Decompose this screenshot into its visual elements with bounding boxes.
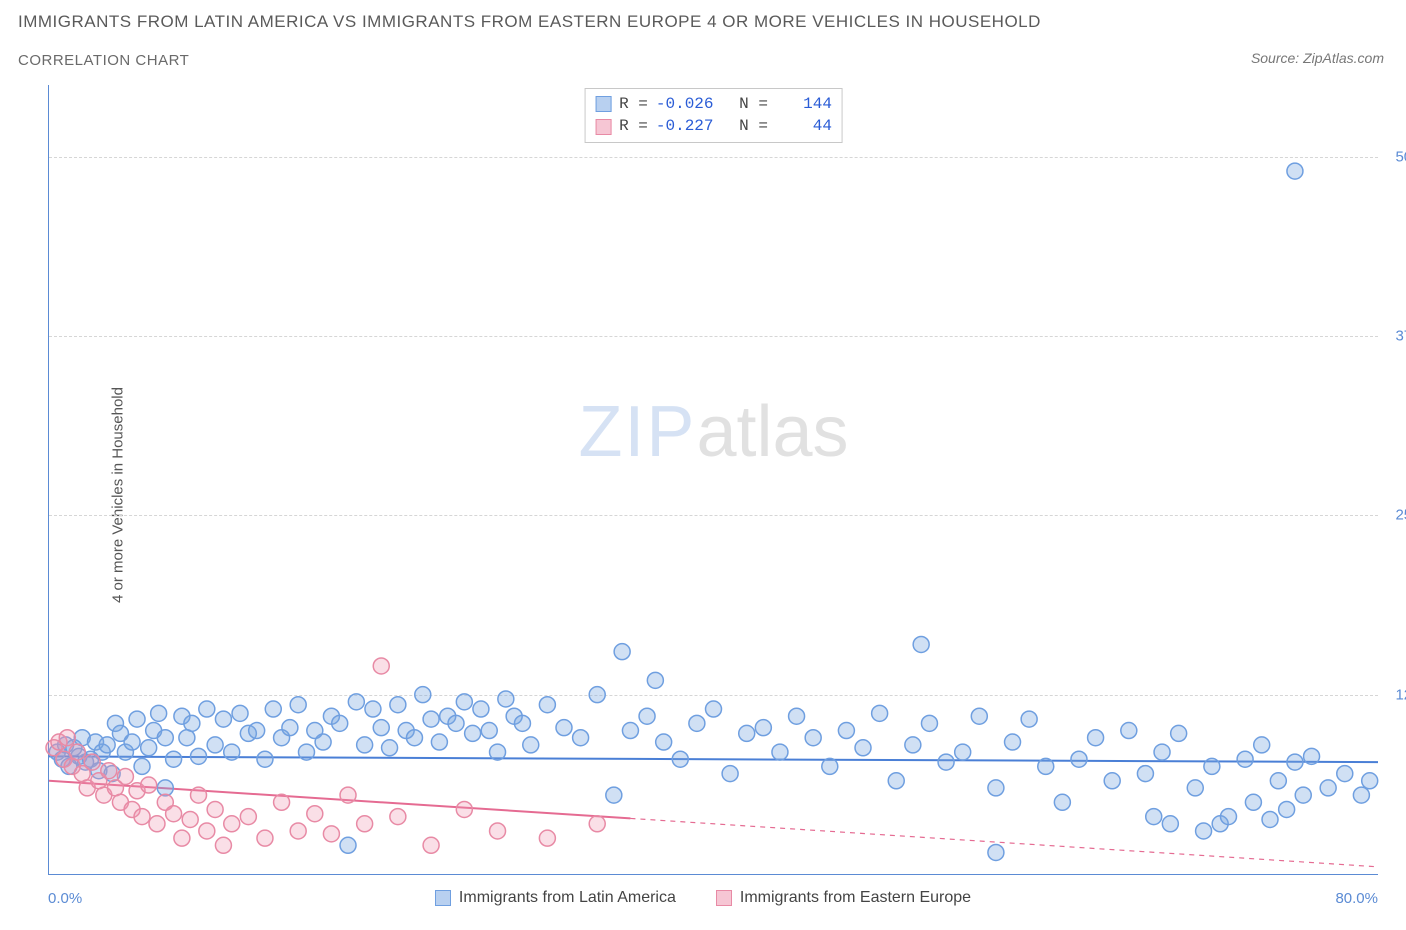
plot-svg bbox=[49, 85, 1378, 874]
legend-bottom: Immigrants from Latin America Immigrants… bbox=[0, 889, 1406, 907]
legend-item-series2: Immigrants from Eastern Europe bbox=[716, 889, 971, 907]
chart-container: 4 or more Vehicles in Household ZIPatlas… bbox=[0, 85, 1406, 905]
page-title: IMMIGRANTS FROM LATIN AMERICA VS IMMIGRA… bbox=[18, 12, 1041, 32]
page-subtitle: CORRELATION CHART bbox=[18, 52, 189, 69]
legend-label-series1: Immigrants from Latin America bbox=[459, 889, 676, 907]
legend-item-series1: Immigrants from Latin America bbox=[435, 889, 676, 907]
source-attribution: Source: ZipAtlas.com bbox=[1251, 50, 1384, 66]
legend-label-series2: Immigrants from Eastern Europe bbox=[740, 889, 971, 907]
legend-swatch-series1 bbox=[435, 890, 451, 906]
plot-area: ZIPatlas R = -0.026 N = 144 R = -0.227 N… bbox=[48, 85, 1378, 875]
legend-swatch-series2 bbox=[716, 890, 732, 906]
